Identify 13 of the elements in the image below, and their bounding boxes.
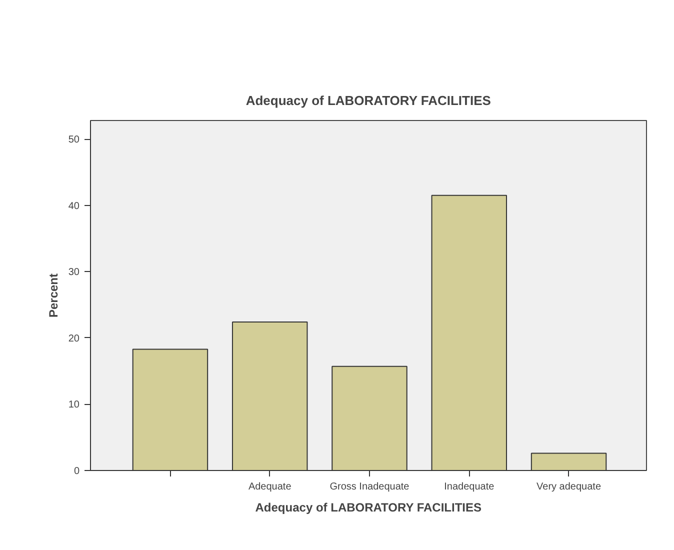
y-tick-label: 10 (68, 400, 80, 411)
y-tick-label: 50 (68, 134, 80, 146)
y-tick-label: 40 (68, 200, 80, 212)
x-tick-label: Very adequate (536, 482, 602, 492)
y-axis-title: Percent (46, 273, 60, 318)
y-tick-label: 20 (68, 333, 80, 344)
x-axis-title: Adequacy of LABORATORY FACILITIES (255, 500, 482, 514)
y-tick-label: 30 (68, 267, 80, 278)
x-tick-label: Inadequate (444, 482, 495, 492)
x-tick-label: Adequate (248, 482, 292, 492)
y-tick-label: 0 (74, 466, 80, 477)
chart-title: Adequacy of LABORATORY FACILITIES (246, 93, 492, 108)
x-tick-label: Gross Inadequate (330, 482, 410, 492)
